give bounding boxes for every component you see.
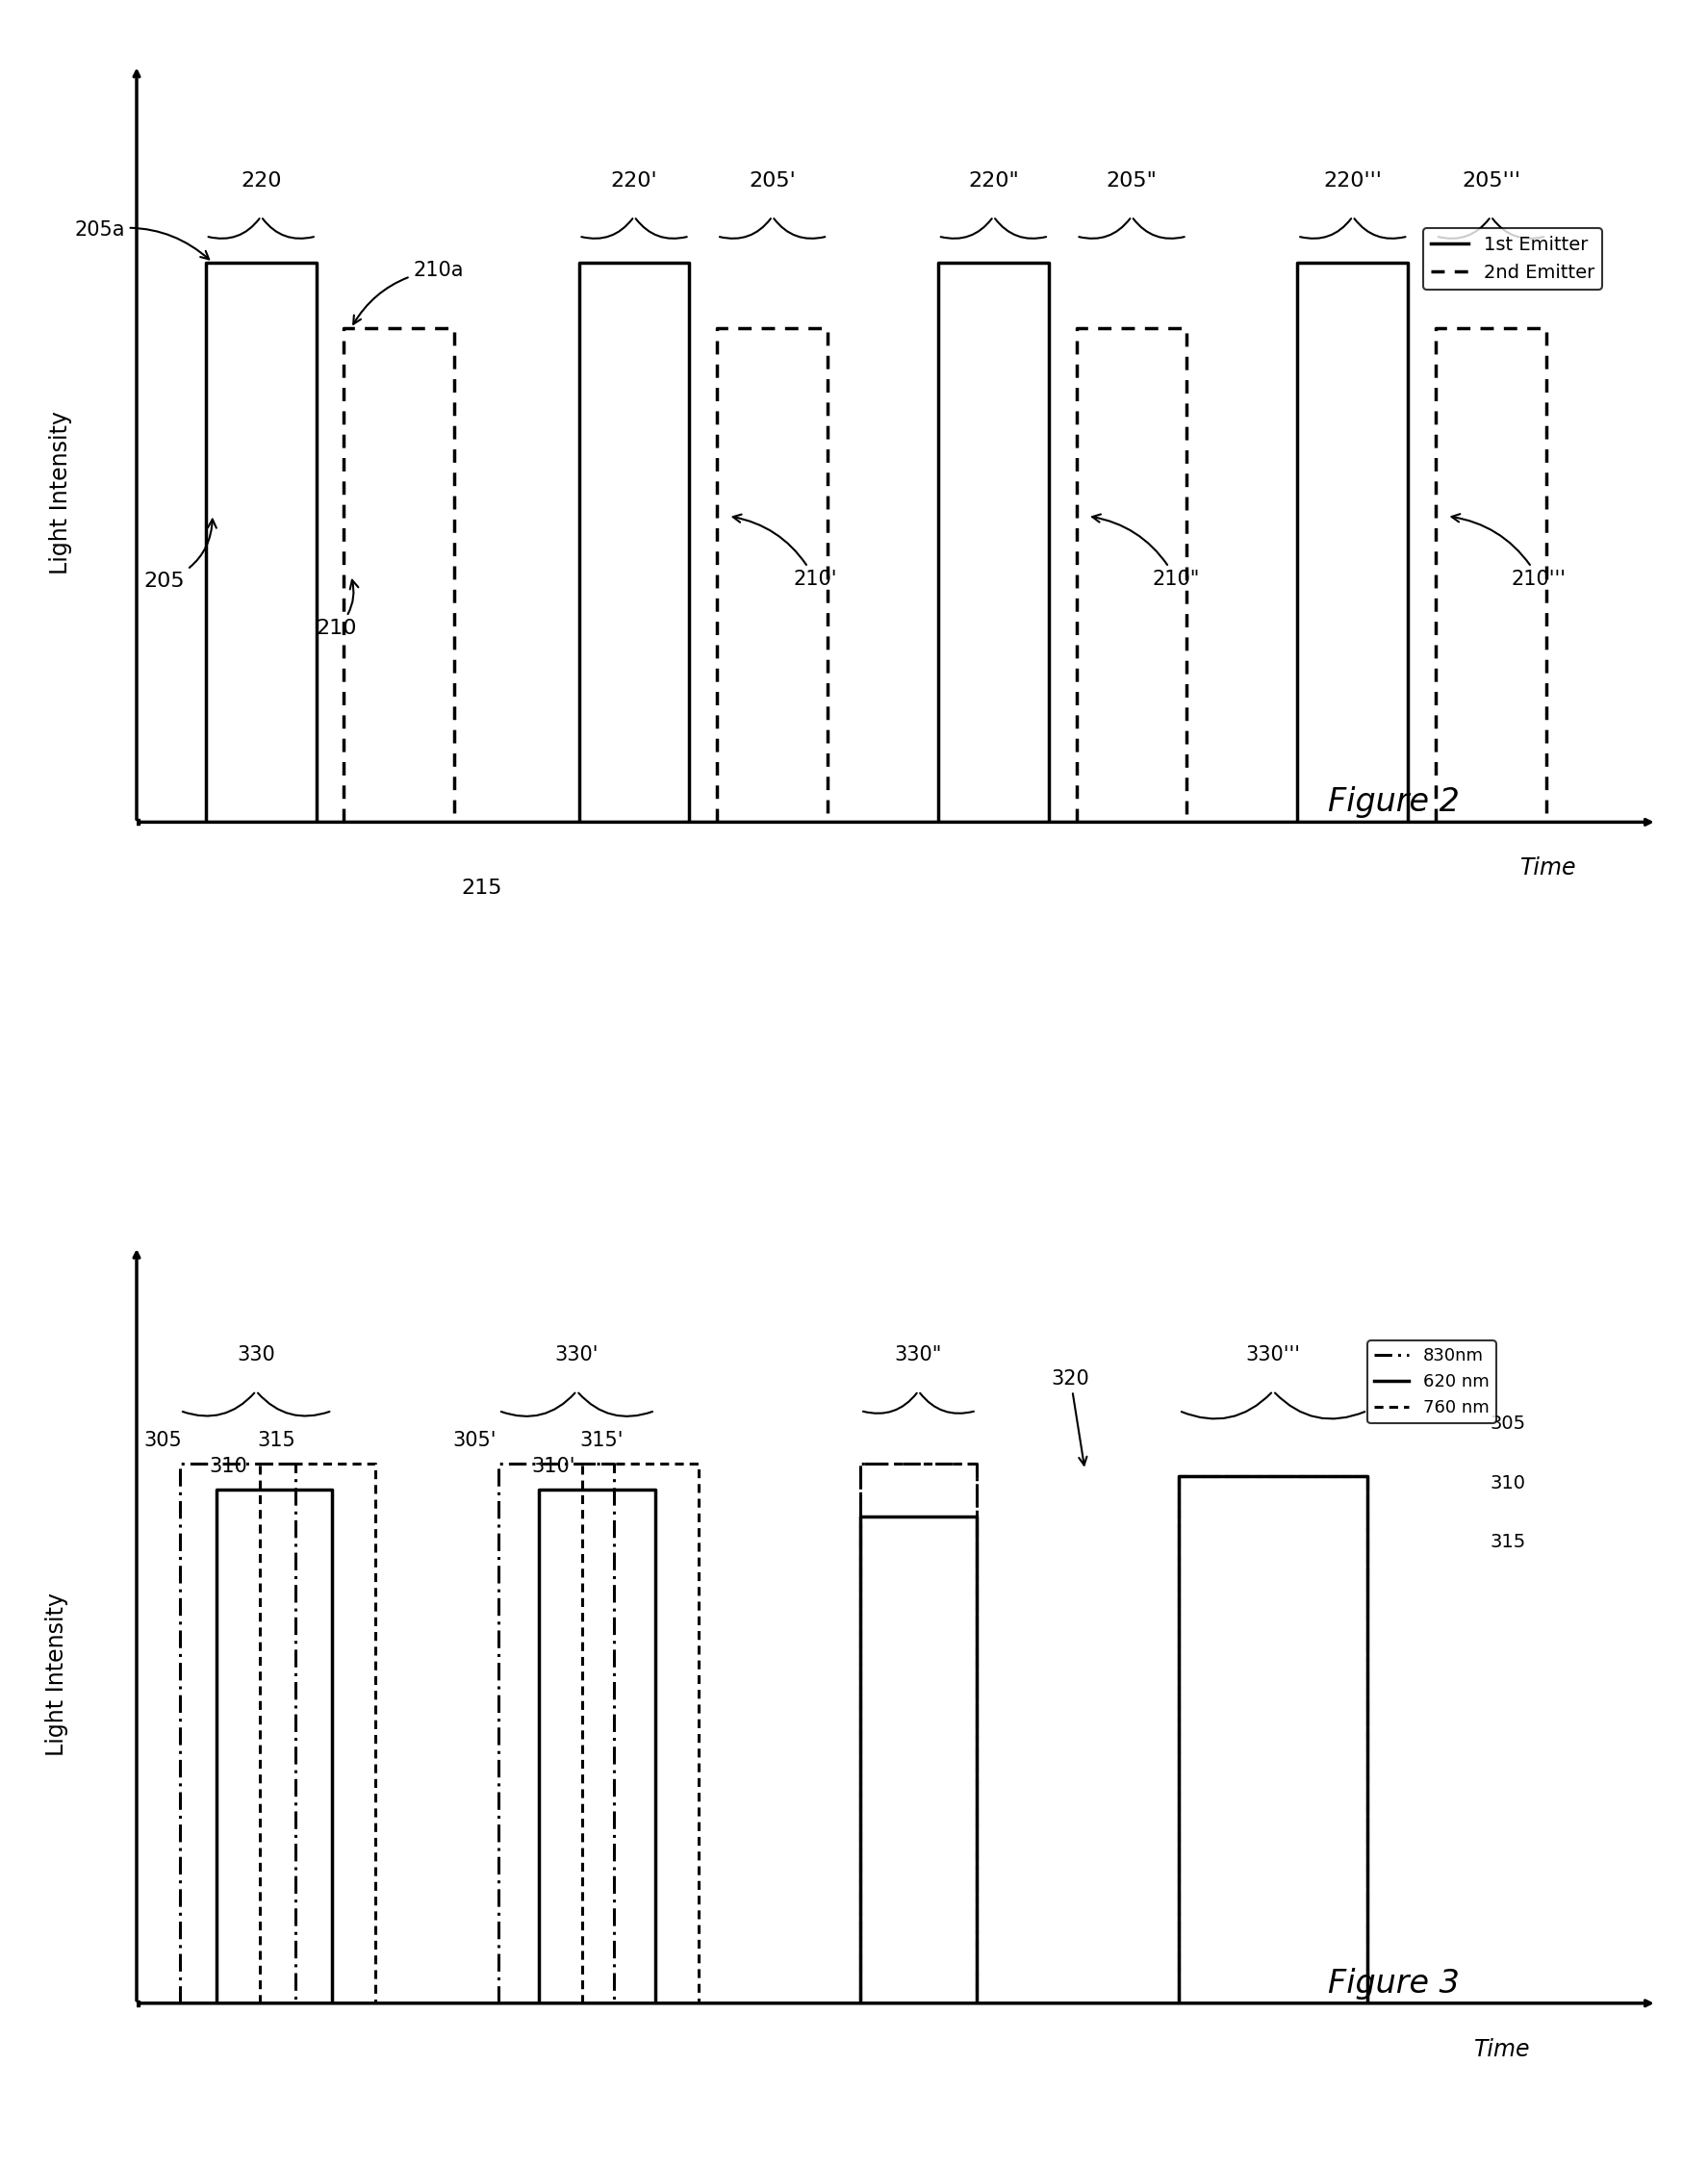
Text: 315': 315' — [579, 1430, 623, 1450]
Text: 215: 215 — [461, 878, 502, 897]
Text: 205''': 205''' — [1462, 171, 1520, 191]
Text: 305': 305' — [453, 1430, 495, 1450]
Text: 220': 220' — [611, 171, 658, 191]
Text: 330''': 330''' — [1245, 1346, 1300, 1365]
Text: Light Intensity: Light Intensity — [46, 1593, 68, 1755]
Text: 305: 305 — [143, 1430, 183, 1450]
Text: 210": 210" — [1091, 514, 1199, 589]
Text: Figure 2: Figure 2 — [1327, 787, 1459, 819]
Text: 220: 220 — [241, 171, 282, 191]
Text: 310': 310' — [531, 1456, 576, 1476]
Legend: 830nm, 620 nm, 760 nm: 830nm, 620 nm, 760 nm — [1368, 1341, 1496, 1424]
Text: 310: 310 — [208, 1456, 248, 1476]
Text: 315: 315 — [256, 1430, 295, 1450]
Text: Time: Time — [1474, 2037, 1530, 2061]
Text: 210''': 210''' — [1452, 514, 1566, 589]
Text: Time: Time — [1520, 856, 1576, 880]
Legend: 1st Emitter, 2nd Emitter: 1st Emitter, 2nd Emitter — [1423, 228, 1602, 290]
Text: 315: 315 — [1491, 1534, 1527, 1552]
Text: 220": 220" — [968, 171, 1018, 191]
Text: 210: 210 — [316, 581, 359, 639]
Text: 210a: 210a — [354, 260, 463, 325]
Text: 310: 310 — [1491, 1474, 1525, 1493]
Text: 330": 330" — [895, 1346, 943, 1365]
Text: 330: 330 — [237, 1346, 275, 1365]
Text: Figure 3: Figure 3 — [1327, 1968, 1459, 2000]
Text: 210': 210' — [733, 514, 837, 589]
Text: 205a: 205a — [75, 221, 208, 260]
Text: Light Intensity: Light Intensity — [50, 412, 72, 574]
Text: 305: 305 — [1491, 1415, 1525, 1432]
Text: 205': 205' — [748, 171, 796, 191]
Text: 205": 205" — [1107, 171, 1156, 191]
Text: 220''': 220''' — [1324, 171, 1382, 191]
Text: 320: 320 — [1052, 1370, 1090, 1465]
Text: 330': 330' — [555, 1346, 598, 1365]
Text: 205: 205 — [143, 520, 217, 592]
